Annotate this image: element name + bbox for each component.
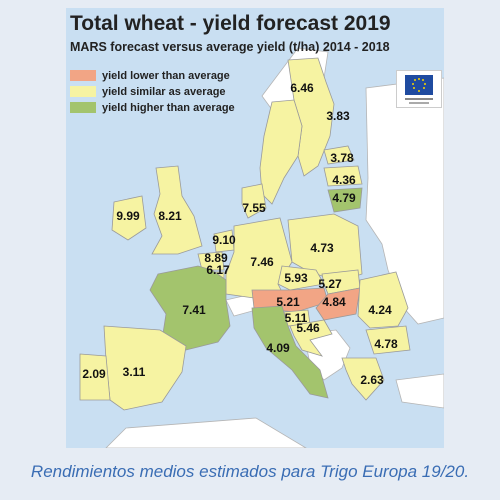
label-netherlands: 9.10	[212, 233, 236, 247]
label-romania: 4.24	[368, 303, 392, 317]
label-belgium: 8.89	[204, 251, 228, 265]
region-czechia	[277, 265, 325, 291]
label-ireland: 9.99	[116, 209, 140, 223]
label-spain: 3.11	[123, 365, 146, 379]
figure-caption: Rendimientos medios estimados para Trigo…	[30, 462, 470, 481]
legend-item-lower: yield lower than average	[70, 68, 235, 83]
legend-label-higher: yield higher than average	[102, 101, 235, 114]
region-belgium	[197, 251, 225, 271]
label-austria: 5.21	[276, 295, 300, 309]
region-france	[149, 265, 231, 351]
map-subtitle: MARS forecast versus average yield (t/ha…	[70, 40, 390, 54]
map-card: 6.46 3.83 3.78 4.36 4.79 7.55 9.99 8.21 …	[66, 8, 444, 448]
north-africa-land	[105, 417, 307, 448]
label-slovenia: 5.11	[285, 311, 308, 325]
eu-flag-icon	[405, 75, 433, 104]
label-latvia: 4.36	[332, 173, 356, 187]
region-bulgaria	[365, 325, 411, 355]
region-romania	[357, 271, 409, 329]
legend-swatch-similar	[70, 86, 96, 97]
label-slovakia: 5.27	[318, 277, 342, 291]
label-france: 7.41	[182, 303, 206, 317]
label-sweden: 3.83	[326, 109, 350, 123]
label-lithuania: 4.79	[332, 191, 356, 205]
label-finland: 6.46	[290, 81, 314, 95]
non-eu-land	[105, 47, 444, 448]
legend: yield lower than average yield similar a…	[70, 68, 235, 116]
turkey-land	[395, 373, 444, 409]
label-bulgaria: 4.78	[374, 337, 398, 351]
eu-regions	[79, 57, 411, 411]
label-poland: 4.73	[310, 241, 334, 255]
region-lithuania	[327, 187, 363, 213]
legend-item-similar: yield similar as average	[70, 84, 235, 99]
label-denmark: 7.55	[242, 201, 266, 215]
region-uk	[151, 165, 203, 255]
legend-label-lower: yield lower than average	[102, 69, 230, 82]
region-ireland	[111, 195, 147, 241]
label-luxembourg: 6.17	[206, 263, 230, 277]
region-denmark	[241, 183, 267, 219]
label-uk: 8.21	[158, 209, 182, 223]
legend-item-higher: yield higher than average	[70, 100, 235, 115]
label-estonia: 3.78	[330, 151, 354, 165]
map-title: Total wheat - yield forecast 2019	[70, 12, 391, 35]
europe-map: 6.46 3.83 3.78 4.36 4.79 7.55 9.99 8.21 …	[66, 8, 444, 448]
label-italy: 4.09	[266, 341, 290, 355]
label-greece: 2.63	[360, 373, 384, 387]
eu-flag-logo	[396, 70, 442, 108]
region-croatia	[289, 319, 333, 357]
region-hungary	[315, 287, 361, 321]
region-sweden	[259, 99, 303, 205]
region-latvia	[323, 165, 363, 187]
legend-label-similar: yield similar as average	[102, 85, 226, 98]
region-portugal	[79, 353, 111, 401]
region-labels: 6.46 3.83 3.78 4.36 4.79 7.55 9.99 8.21 …	[82, 81, 398, 387]
label-croatia: 5.46	[296, 321, 320, 335]
legend-swatch-higher	[70, 102, 96, 113]
region-estonia	[323, 145, 355, 165]
label-czechia: 5.93	[284, 271, 308, 285]
label-germany: 7.46	[250, 255, 274, 269]
region-italy	[251, 305, 329, 399]
legend-swatch-lower	[70, 70, 96, 81]
region-greece	[341, 357, 385, 401]
label-hungary: 4.84	[322, 295, 346, 309]
label-portugal: 2.09	[82, 367, 106, 381]
